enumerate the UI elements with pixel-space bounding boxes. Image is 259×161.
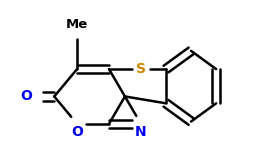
Text: Me: Me xyxy=(66,19,88,32)
Text: N: N xyxy=(135,125,147,139)
Text: O: O xyxy=(21,90,33,104)
Text: O: O xyxy=(71,125,83,139)
Text: S: S xyxy=(136,62,146,76)
